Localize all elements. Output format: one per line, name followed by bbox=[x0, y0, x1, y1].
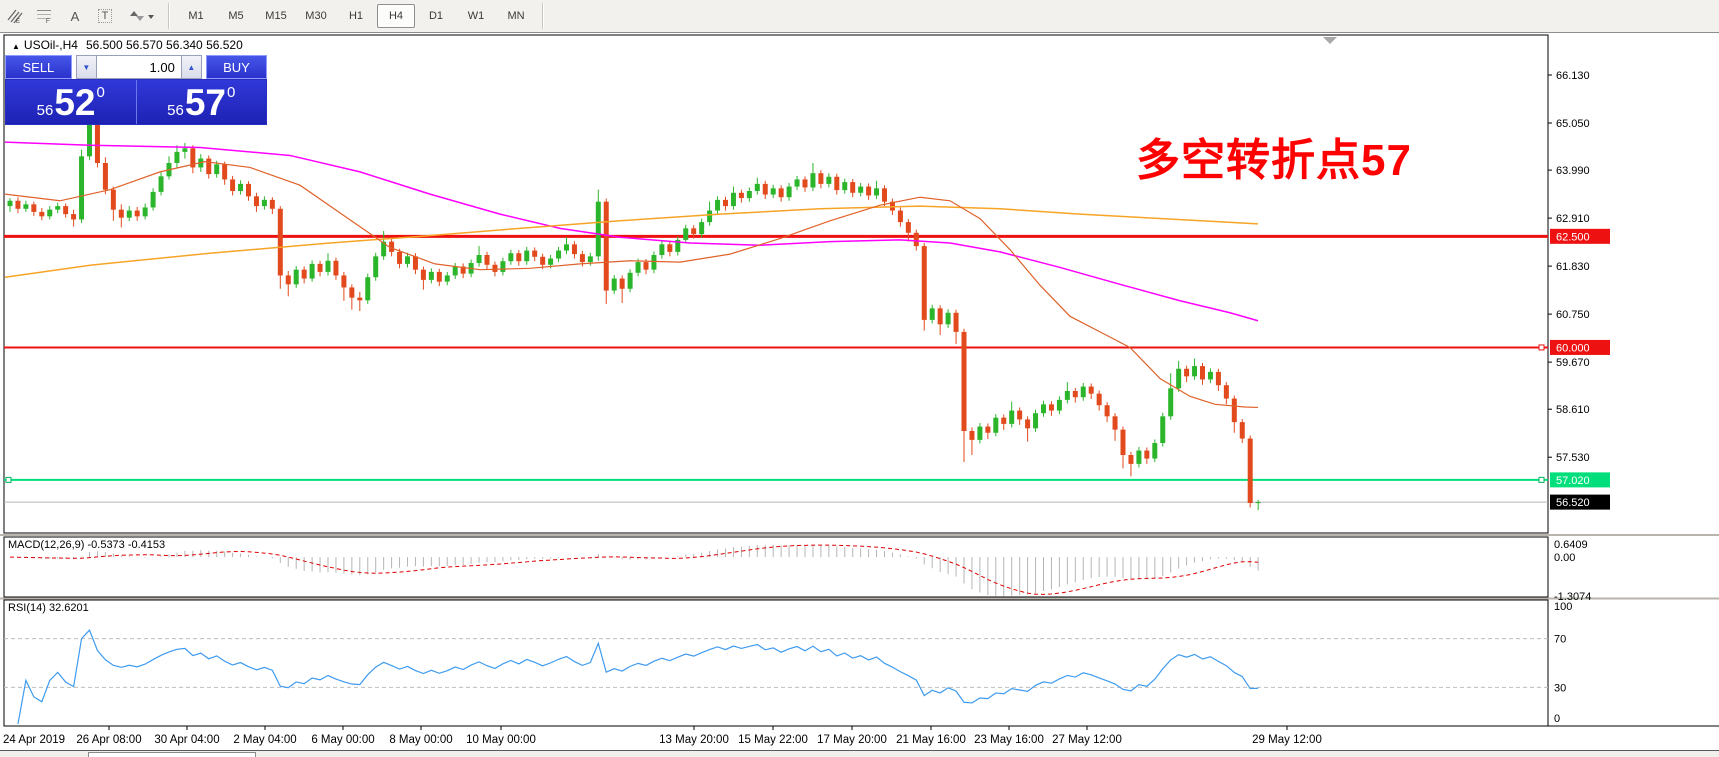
svg-text:62.910: 62.910 bbox=[1556, 213, 1590, 225]
ohlc-high: 56.570 bbox=[125, 38, 163, 52]
svg-text:10 May 00:00: 10 May 00:00 bbox=[466, 734, 536, 746]
svg-text:26 Apr 08:00: 26 Apr 08:00 bbox=[76, 734, 141, 746]
draw-channel-icon[interactable]: E bbox=[1, 4, 29, 28]
bid-pipette: 0 bbox=[96, 84, 105, 101]
tf-button-h4[interactable]: H4 bbox=[377, 4, 415, 28]
svg-text:65.050: 65.050 bbox=[1556, 118, 1590, 130]
chart-title: ▲ USOil-,H4 56.500 56.570 56.340 56.520 bbox=[12, 38, 243, 52]
fibonacci-icon[interactable]: F bbox=[31, 4, 59, 28]
svg-text:27 May 12:00: 27 May 12:00 bbox=[1052, 734, 1122, 746]
tf-button-m15[interactable]: M15 bbox=[265, 10, 287, 22]
svg-text:8 May 00:00: 8 May 00:00 bbox=[389, 734, 452, 746]
chart-tab-bar bbox=[0, 750, 1719, 757]
macd-indicator-label: MACD(12,26,9) -0.5373 -0.4153 bbox=[8, 539, 165, 551]
symbol-label: USOil-,H4 bbox=[23, 38, 78, 52]
tf-button-m5[interactable]: M5 bbox=[228, 10, 244, 22]
rsi-name: RSI(14) bbox=[8, 602, 46, 614]
toolbar-separator bbox=[542, 3, 544, 29]
collapse-arrow-icon[interactable]: ▲ bbox=[12, 42, 20, 51]
svg-text:59.670: 59.670 bbox=[1556, 357, 1590, 369]
text-tool-icon[interactable]: A bbox=[70, 8, 80, 24]
svg-text:0.00: 0.00 bbox=[1554, 552, 1575, 564]
bid-prefix: 56 bbox=[36, 102, 54, 119]
chart-text-annotation: 多空转折点57 bbox=[1136, 136, 1412, 185]
svg-text:58.610: 58.610 bbox=[1556, 404, 1590, 416]
svg-text:6 May 00:00: 6 May 00:00 bbox=[311, 734, 374, 746]
one-click-trading-panel: SELL ▼ ▲ BUY 56 52 0 56 57 0 bbox=[5, 55, 267, 125]
tf-button-d1[interactable]: D1 bbox=[428, 10, 444, 22]
svg-text:62.500: 62.500 bbox=[1556, 231, 1590, 243]
toolbar-separator bbox=[168, 3, 170, 29]
svg-text:63.990: 63.990 bbox=[1556, 165, 1590, 177]
svg-text:F: F bbox=[46, 19, 50, 24]
rsi-indicator-label: RSI(14) 32.6201 bbox=[8, 602, 89, 614]
svg-text:30 Apr 04:00: 30 Apr 04:00 bbox=[154, 734, 219, 746]
macd-values: -0.5373 -0.4153 bbox=[87, 539, 166, 551]
svg-text:66.130: 66.130 bbox=[1556, 70, 1590, 82]
svg-text:21 May 16:00: 21 May 16:00 bbox=[896, 734, 966, 746]
svg-text:23 May 16:00: 23 May 16:00 bbox=[974, 734, 1044, 746]
macd-name: MACD(12,26,9) bbox=[8, 539, 85, 551]
volume-increase-button[interactable]: ▲ bbox=[180, 55, 202, 79]
toolbar: E F A T M1 M5 M15 M30 bbox=[0, 0, 1719, 33]
svg-text:30: 30 bbox=[1554, 682, 1566, 694]
arrow-objects-icon[interactable] bbox=[121, 4, 161, 28]
ohlc-open: 56.500 bbox=[85, 38, 123, 52]
tf-button-m1[interactable]: M1 bbox=[188, 10, 204, 22]
svg-text:56.520: 56.520 bbox=[1556, 497, 1590, 509]
bid-big-digits: 52 bbox=[54, 81, 96, 123]
rsi-value: 32.6201 bbox=[48, 602, 89, 614]
volume-decrease-button[interactable]: ▼ bbox=[75, 55, 97, 79]
bid-price[interactable]: 56 52 0 bbox=[6, 80, 136, 124]
volume-input[interactable] bbox=[96, 55, 181, 79]
ohlc-low: 56.340 bbox=[166, 38, 203, 52]
tf-button-h1[interactable]: H1 bbox=[348, 10, 364, 22]
svg-text:70: 70 bbox=[1554, 634, 1566, 646]
svg-text:57.020: 57.020 bbox=[1556, 475, 1590, 487]
svg-text:60.750: 60.750 bbox=[1556, 309, 1590, 321]
svg-text:57.530: 57.530 bbox=[1556, 452, 1590, 464]
svg-text:100: 100 bbox=[1554, 601, 1572, 613]
ask-pipette: 0 bbox=[227, 84, 236, 101]
svg-text:60.000: 60.000 bbox=[1556, 342, 1590, 354]
tf-button-w1[interactable]: W1 bbox=[467, 10, 485, 22]
svg-text:0.6409: 0.6409 bbox=[1554, 539, 1588, 551]
sell-button[interactable]: SELL bbox=[5, 55, 72, 79]
ask-big-digits: 57 bbox=[184, 81, 226, 123]
svg-text:61.830: 61.830 bbox=[1556, 261, 1590, 273]
svg-text:17 May 20:00: 17 May 20:00 bbox=[817, 734, 887, 746]
ohlc-close: 56.520 bbox=[206, 38, 243, 52]
text-label-icon[interactable]: T bbox=[91, 4, 119, 28]
ask-prefix: 56 bbox=[167, 102, 184, 119]
svg-text:13 May 20:00: 13 May 20:00 bbox=[659, 734, 729, 746]
svg-text:-1.3074: -1.3074 bbox=[1554, 591, 1591, 603]
tf-button-m30[interactable]: M30 bbox=[305, 10, 327, 22]
svg-text:15 May 22:00: 15 May 22:00 bbox=[738, 734, 808, 746]
chart-tab[interactable] bbox=[88, 752, 256, 757]
svg-text:2 May 04:00: 2 May 04:00 bbox=[233, 734, 296, 746]
svg-text:29 May 12:00: 29 May 12:00 bbox=[1252, 734, 1322, 746]
buy-button[interactable]: BUY bbox=[205, 55, 267, 79]
ask-price[interactable]: 56 57 0 bbox=[137, 80, 267, 124]
svg-text:E: E bbox=[16, 19, 20, 24]
tf-button-mn[interactable]: MN bbox=[507, 10, 525, 22]
svg-text:0: 0 bbox=[1554, 713, 1560, 725]
price-divider bbox=[135, 80, 137, 124]
svg-text:24 Apr 2019: 24 Apr 2019 bbox=[3, 734, 65, 746]
